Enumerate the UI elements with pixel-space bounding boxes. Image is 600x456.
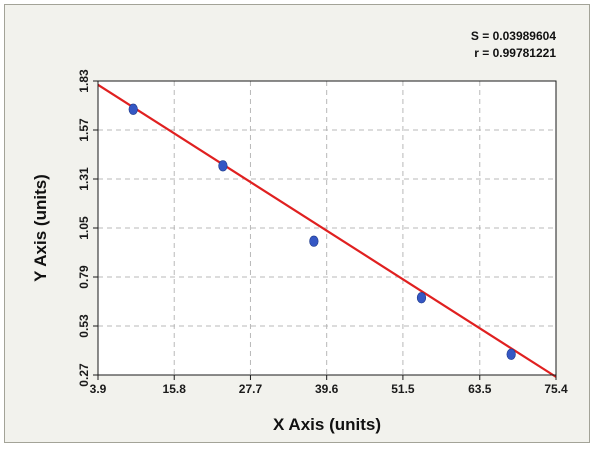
y-tick-label: 0.27 [77,363,91,387]
data-point [309,235,319,247]
x-axis-title: X Axis (units) [273,415,381,434]
y-tick-label: 1.05 [77,216,91,240]
x-tick-label: 27.7 [239,382,263,396]
data-point [506,348,516,360]
y-tick-label: 0.53 [77,314,91,338]
x-tick-label: 39.6 [315,382,339,396]
y-tick-label: 1.57 [77,118,91,142]
x-tick-label: 15.8 [163,382,187,396]
x-axis-ticks: 3.9 15.8 27.7 39.6 51.5 63.5 75.4 [90,375,568,396]
grid-lines [98,81,556,375]
regression-line [97,83,557,378]
y-tick-label: 0.79 [77,265,91,289]
data-point [128,103,138,115]
x-tick-label: 3.9 [90,382,107,396]
r-statistic: r = 0.99781221 [474,46,556,60]
data-point [416,292,427,304]
data-points [128,103,516,360]
y-axis-title: Y Axis (units) [31,174,50,282]
y-tick-label: 1.83 [77,69,91,93]
regression-line-group [97,83,557,378]
x-tick-label: 63.5 [468,382,492,396]
s-statistic: S = 0.03989604 [471,29,556,43]
x-tick-label: 75.4 [544,382,568,396]
y-tick-label: 1.31 [77,167,91,191]
data-point [218,160,228,172]
y-axis-ticks: 0.27 0.53 0.79 1.05 1.31 1.57 1.83 [77,69,98,387]
x-tick-label: 51.5 [391,382,415,396]
